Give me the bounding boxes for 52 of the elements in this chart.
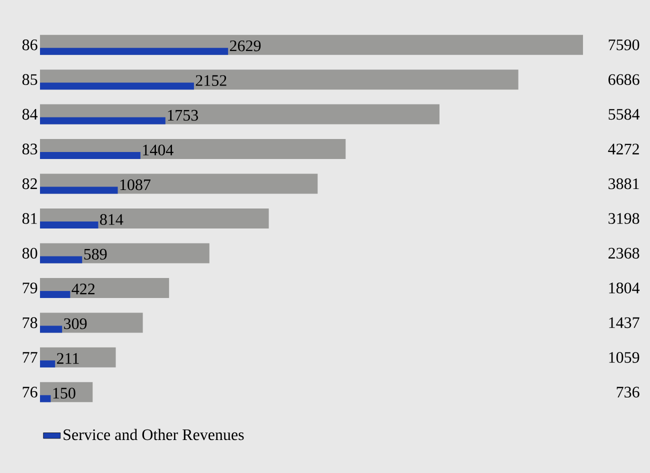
data-label: 1059 [609,352,640,363]
bar [40,360,56,368]
bar [40,186,118,194]
data-label: 4272 [608,144,639,154]
data-label: 7590 [608,39,640,50]
bar [40,222,98,229]
data-label: 2152 [196,75,226,86]
data-label: 2629 [230,40,261,52]
bar [40,290,70,298]
bar [40,312,143,333]
data-label: 1804 [609,282,640,294]
y-tick-label: 82 [22,178,37,190]
bar [40,326,62,333]
y-tick-label: 84 [22,108,38,120]
bar [40,174,318,194]
bar [40,256,82,264]
data-label: 1753 [168,110,198,121]
bar [40,208,269,229]
data-label: 2368 [608,248,640,259]
bar [40,82,194,90]
data-label: 1087 [120,179,151,190]
y-tick-label: 76 [22,386,38,398]
data-label: 589 [84,248,107,260]
bar [40,48,228,55]
data-label: 3198 [608,213,640,224]
bar [40,152,140,160]
bar [40,382,93,402]
bar [40,395,51,402]
y-tick-label: 85 [22,74,38,85]
bar [40,243,210,264]
data-label: 309 [64,318,87,330]
data-label: 150 [53,388,76,399]
y-tick-label: 79 [22,282,38,294]
data-label: 1437 [609,317,640,328]
y-tick-label: 81 [22,213,37,224]
data-label: 5584 [608,108,640,120]
data-label: 736 [616,386,640,398]
y-tick-label: 80 [22,248,38,259]
bar [40,278,170,298]
data-label: 6686 [608,74,640,85]
bar [40,347,116,368]
y-tick-label: 83 [22,144,38,154]
y-tick-label: 78 [22,317,38,328]
data-label: 814 [100,214,124,225]
data-label: 3881 [608,178,639,190]
data-label: 211 [56,353,79,364]
y-tick-label: 77 [22,352,38,363]
data-label: 422 [72,284,95,294]
legend-label: Service and Other Revenues [64,428,244,440]
y-tick-label: 86 [22,39,38,50]
data-label: 1404 [143,144,174,156]
bar [40,117,166,124]
